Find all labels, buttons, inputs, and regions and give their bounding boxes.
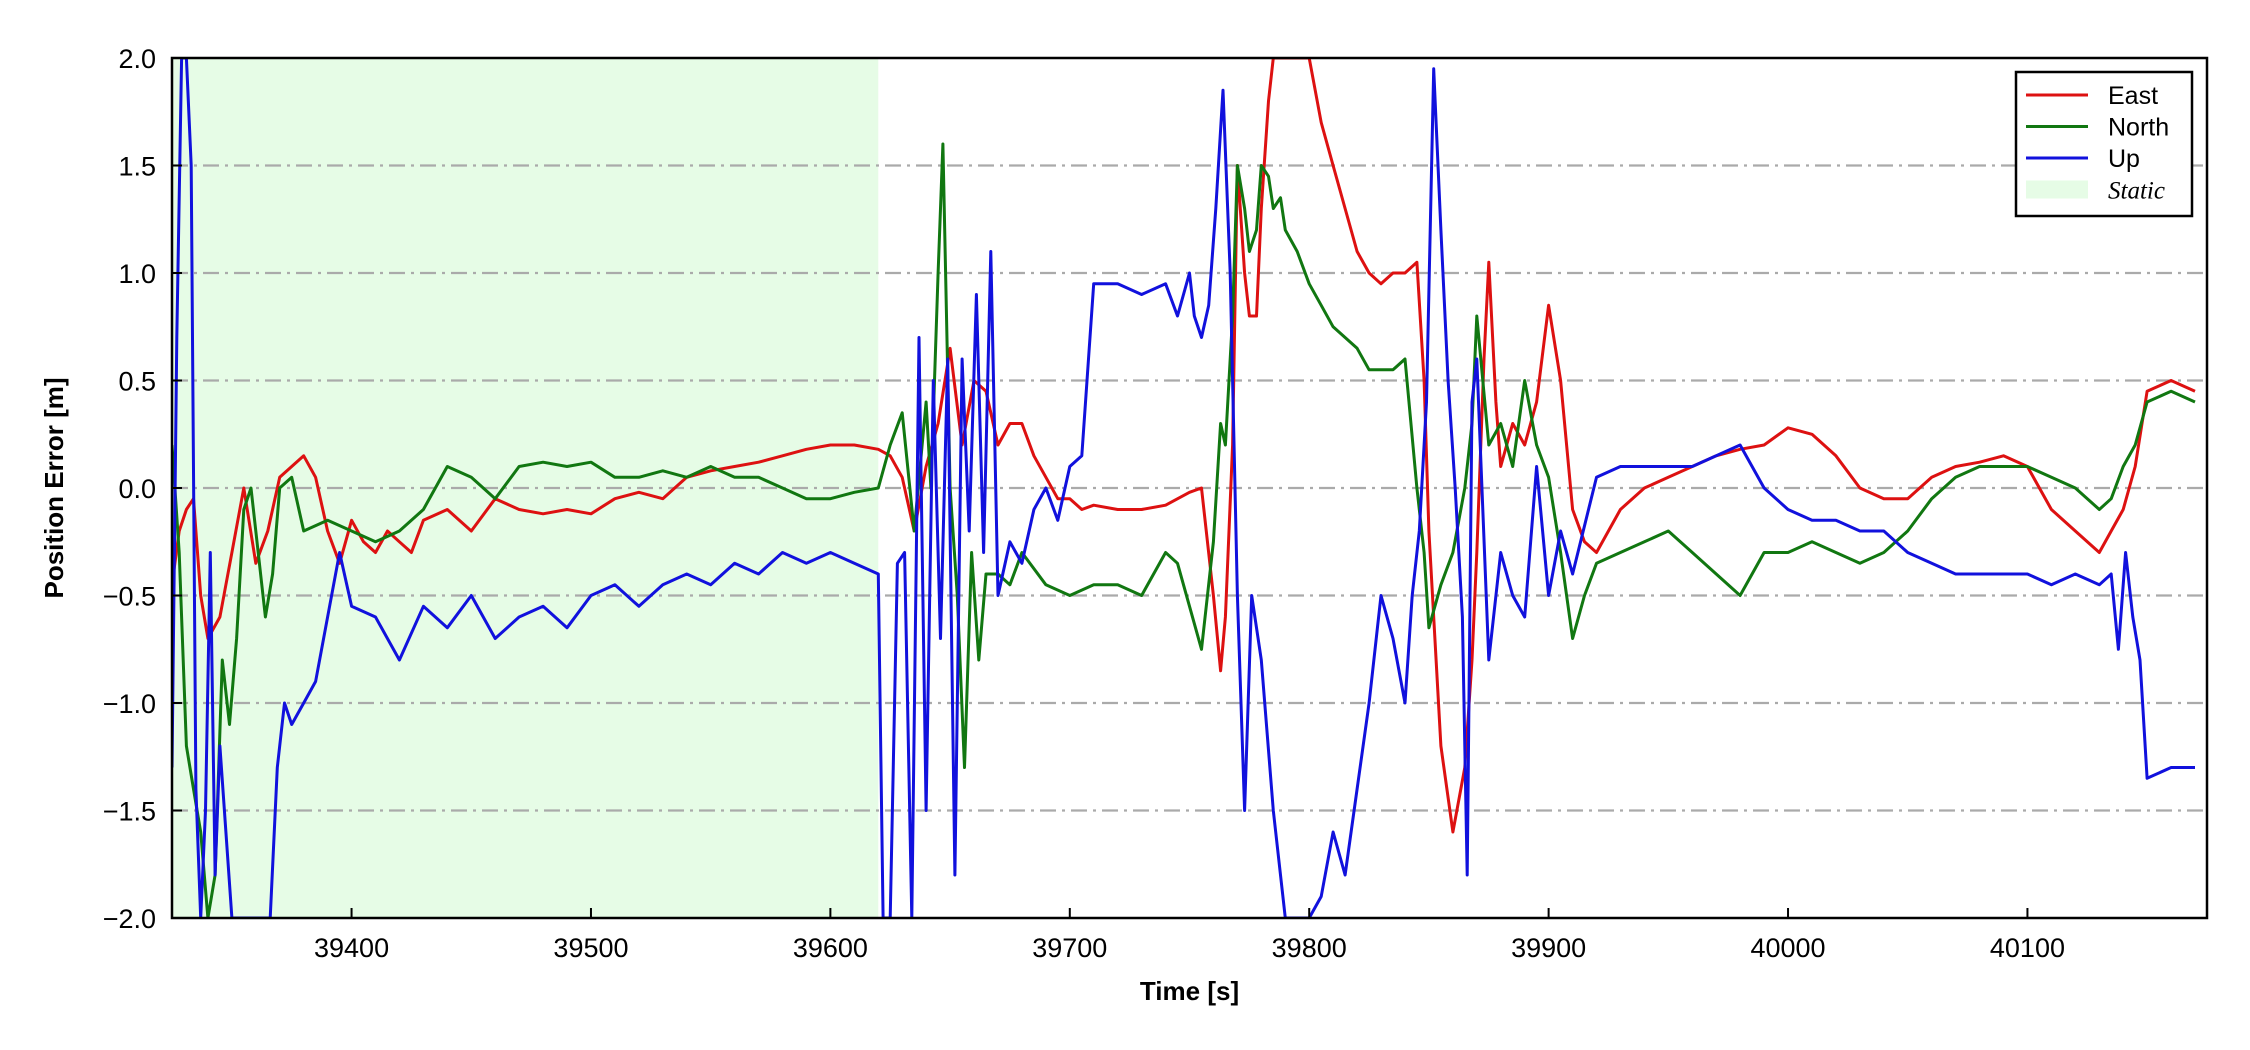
series-line-north [172, 142, 2196, 918]
legend-label-static: Static [2108, 178, 2165, 205]
x-tick-label: 39400 [314, 933, 389, 963]
x-tick-label: 39600 [793, 933, 868, 963]
y-tick-label: −1.5 [103, 797, 156, 827]
x-tick-label: 39900 [1511, 933, 1586, 963]
legend-swatch-static [2026, 180, 2088, 199]
y-tick-label: 0.5 [118, 367, 156, 397]
y-axis-title: Position Error [m] [39, 377, 69, 598]
y-tick-label: −0.5 [103, 582, 156, 612]
y-tick-label: −2.0 [103, 904, 156, 934]
legend-label-north: North [2108, 114, 2169, 142]
legend-label-up: Up [2108, 145, 2140, 173]
y-tick-label: 1.5 [118, 152, 156, 182]
y-tick-label: 2.0 [118, 44, 156, 74]
x-tick-label: 39700 [1032, 933, 1107, 963]
x-tick-label: 39800 [1272, 933, 1347, 963]
legend: East North Up Static [2014, 70, 2194, 218]
y-tick-label: 0.0 [118, 474, 156, 504]
series-line-up [172, 58, 2195, 918]
y-tick-label: 1.0 [118, 259, 156, 289]
x-tick-label: 40100 [1990, 933, 2065, 963]
y-tick-label: −1.0 [103, 689, 156, 719]
x-tick-label: 39500 [553, 933, 628, 963]
x-axis-title: Time [s] [1140, 976, 1239, 1006]
legend-label-east: East [2108, 82, 2158, 110]
x-tick-label: 40000 [1750, 933, 1825, 963]
